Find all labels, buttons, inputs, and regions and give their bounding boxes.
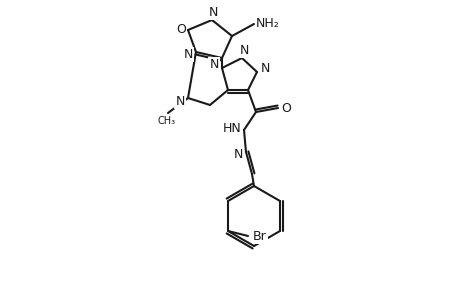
Text: NH₂: NH₂ bbox=[256, 16, 279, 29]
Text: N: N bbox=[183, 47, 192, 61]
Text: N: N bbox=[208, 5, 217, 19]
Text: O: O bbox=[280, 101, 290, 115]
Text: HN: HN bbox=[222, 122, 241, 134]
Text: CH₃: CH₃ bbox=[157, 116, 176, 126]
Text: O: O bbox=[176, 22, 185, 35]
Text: N: N bbox=[209, 58, 218, 70]
Text: N: N bbox=[239, 44, 248, 56]
Text: N: N bbox=[260, 61, 269, 74]
Text: Br: Br bbox=[252, 230, 266, 242]
Text: N: N bbox=[175, 94, 184, 107]
Text: N: N bbox=[233, 148, 242, 160]
